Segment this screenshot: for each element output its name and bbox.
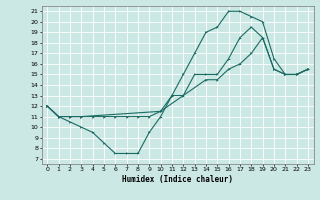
X-axis label: Humidex (Indice chaleur): Humidex (Indice chaleur) bbox=[122, 175, 233, 184]
